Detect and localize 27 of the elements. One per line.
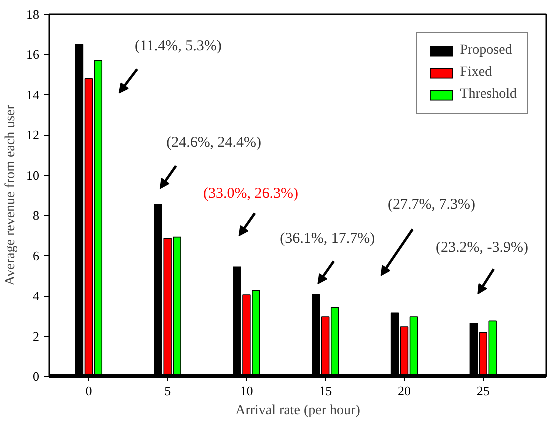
x-tick-label: 15 [319, 384, 332, 398]
legend-label: Fixed [460, 65, 492, 81]
y-tick-label: 12 [26, 128, 40, 143]
x-axis-title: Arrival rate (per hour) [236, 404, 361, 418]
y-tick-label: 16 [26, 47, 40, 62]
y-tick-label: 18 [26, 7, 40, 22]
y-tick-label: 14 [26, 87, 40, 102]
annotation: (27.7%, 7.3%) [388, 196, 476, 213]
y-tick-label: 10 [26, 168, 40, 183]
y-tick-label: 6 [33, 248, 40, 264]
annotation: (23.2%, -3.9%) [436, 240, 529, 256]
annotation: (36.1%, 17.7%) [280, 231, 376, 248]
annotation: (11.4%, 5.3%) [134, 38, 222, 55]
y-axis-title: Average revenue from each user [4, 104, 18, 286]
legend-label: Threshold [460, 87, 517, 103]
x-tick-label: 0 [86, 384, 92, 398]
x-tick-label: 20 [398, 384, 411, 398]
x-tick-label: 25 [476, 384, 490, 398]
x-tick-label: 10 [240, 384, 254, 398]
y-tick-label: 4 [33, 288, 40, 304]
y-tick-label: 8 [33, 208, 40, 224]
y-tick-label: 0 [33, 369, 40, 384]
legend-label: Proposed [460, 43, 512, 59]
annotation: (33.0%, 26.3%) [203, 186, 298, 202]
y-tick-label: 2 [33, 328, 40, 344]
x-tick-label: 5 [164, 384, 172, 398]
annotation: (24.6%, 24.4%) [166, 135, 262, 152]
